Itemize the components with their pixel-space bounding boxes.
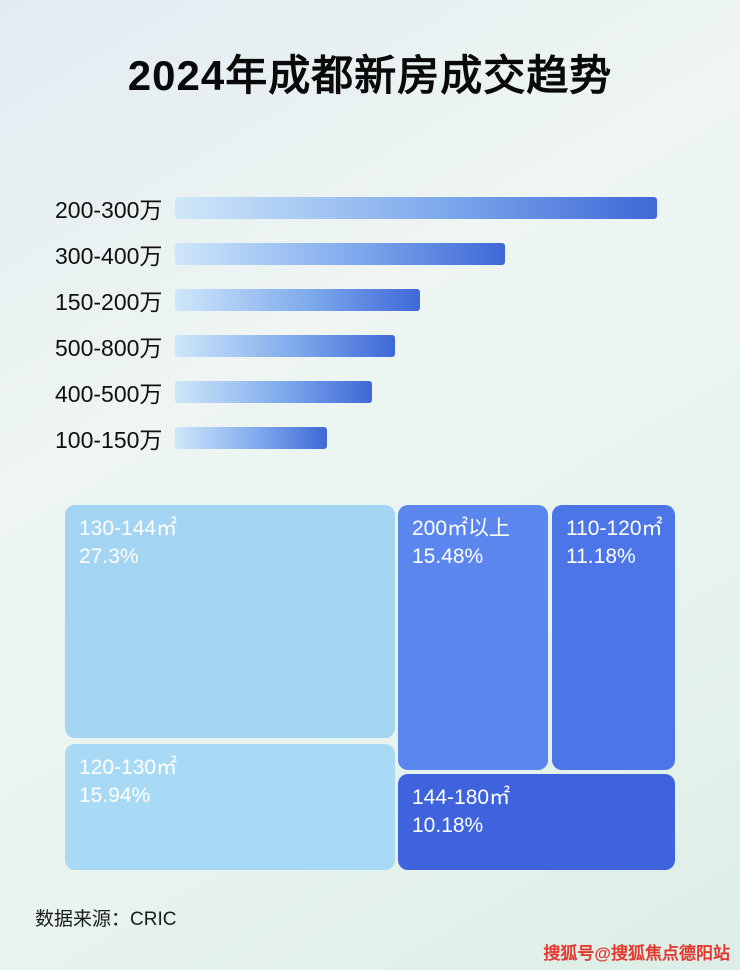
bar-label: 100-150万 (55, 427, 163, 453)
bar (175, 243, 506, 265)
bar-row: 150-200万 (55, 289, 740, 315)
bar-track (175, 289, 657, 311)
bar (175, 335, 395, 357)
watermark: 搜狐号@搜狐焦点德阳站 (543, 944, 730, 963)
treemap-block-130-144: 130-144㎡ 27.3% (65, 505, 395, 738)
treemap-block-label: 200㎡以上 (412, 517, 511, 540)
bar (175, 381, 373, 403)
bar-row: 400-500万 (55, 381, 740, 407)
data-source: 数据来源：CRIC (35, 909, 177, 930)
bar-label: 400-500万 (55, 381, 163, 407)
treemap-block-value: 27.3% (79, 545, 139, 569)
bar-label: 150-200万 (55, 289, 163, 315)
page-title: 2024年成都新房成交趋势 (127, 52, 613, 99)
bar (175, 427, 327, 449)
treemap-block-label: 130-144㎡ (79, 517, 178, 540)
bar-row: 300-400万 (55, 243, 740, 269)
treemap-block-200-plus: 200㎡以上 15.48% (398, 505, 548, 770)
bar-track (175, 381, 657, 403)
bar-label: 200-300万 (55, 197, 163, 223)
bar-row: 500-800万 (55, 335, 740, 361)
bar-track (175, 243, 657, 265)
treemap-block-value: 15.48% (412, 545, 484, 569)
treemap-block-120-130: 120-130㎡ 15.94% (65, 744, 395, 870)
bar-track (175, 335, 657, 357)
bar-label: 500-800万 (55, 335, 163, 361)
price-range-bar-chart: 200-300万 300-400万 150-200万 500-800万 400-… (55, 197, 740, 453)
bar (175, 289, 420, 311)
bar-track (175, 427, 657, 449)
area-share-treemap: 130-144㎡ 27.3% 120-130㎡ 15.94% 200㎡以上 15… (65, 505, 675, 870)
treemap-block-value: 10.18% (412, 814, 484, 838)
bar (175, 197, 657, 219)
bar-label: 300-400万 (55, 243, 163, 269)
bar-row: 100-150万 (55, 427, 740, 453)
bar-track (175, 197, 657, 219)
treemap-block-label: 110-120㎡ (566, 517, 663, 540)
treemap-block-label: 120-130㎡ (79, 756, 178, 779)
treemap-block-label: 144-180㎡ (412, 786, 511, 809)
treemap-block-value: 15.94% (79, 784, 151, 808)
treemap-block-value: 11.18% (566, 545, 636, 569)
treemap-block-110-120: 110-120㎡ 11.18% (552, 505, 675, 770)
bar-row: 200-300万 (55, 197, 740, 223)
treemap-block-144-180: 144-180㎡ 10.18% (398, 774, 675, 870)
